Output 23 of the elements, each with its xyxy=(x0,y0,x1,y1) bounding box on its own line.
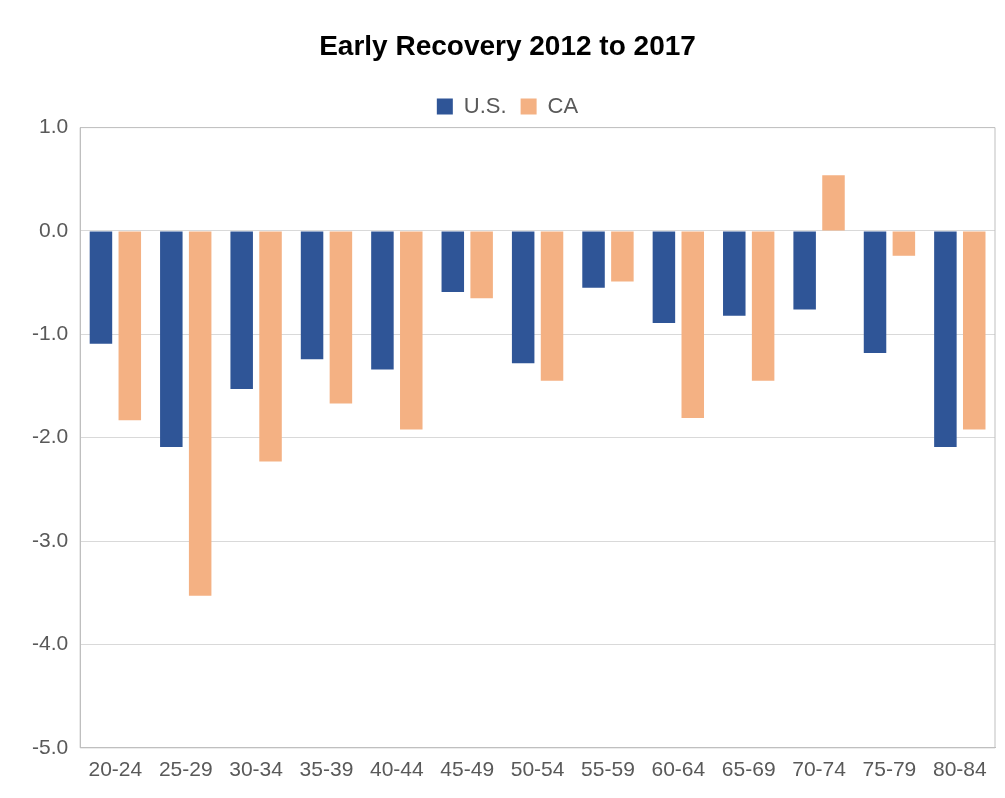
x-tick-label: 20-24 xyxy=(88,757,143,781)
y-tick-label: 0.0 xyxy=(38,217,69,241)
x-tick-label: 40-44 xyxy=(369,757,425,781)
legend-label: CA xyxy=(547,92,579,118)
x-tick-label: 80-84 xyxy=(932,757,987,781)
y-tick-label: -2.0 xyxy=(32,424,69,448)
x-tick-label: 35-39 xyxy=(299,757,354,781)
x-tick-label: 60-64 xyxy=(651,757,706,781)
y-tick-label: -5.0 xyxy=(32,734,69,758)
y-tick-label: -4.0 xyxy=(32,631,69,655)
x-tick-label: 30-34 xyxy=(229,757,284,781)
x-tick-label: 50-54 xyxy=(510,757,565,781)
legend-label: U.S. xyxy=(463,92,507,118)
y-tick-label: -1.0 xyxy=(32,321,69,345)
chart-title: Early Recovery 2012 to 2017 xyxy=(319,29,696,61)
x-tick-label: 70-74 xyxy=(792,757,847,781)
x-tick-label: 65-69 xyxy=(721,757,776,781)
x-tick-label: 55-59 xyxy=(581,757,635,781)
x-tick-label: 75-79 xyxy=(862,757,917,781)
y-tick-label: 1.0 xyxy=(38,114,69,138)
x-tick-label: 25-29 xyxy=(158,757,213,781)
y-tick-label: -3.0 xyxy=(32,527,69,551)
x-tick-label: 45-49 xyxy=(440,757,495,781)
